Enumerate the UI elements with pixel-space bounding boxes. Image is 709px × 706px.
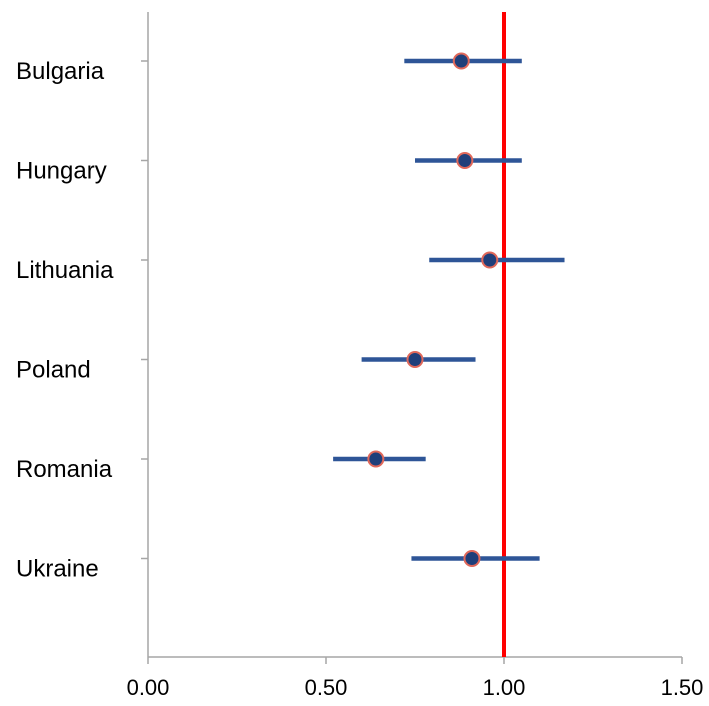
estimate-point (367, 450, 385, 468)
estimate-point (456, 152, 474, 169)
category-labels: Bulgaria Hungary Lithuania Poland Romania Ukr… (16, 58, 114, 583)
category-label: Romania (16, 456, 113, 483)
category-label: Bulgaria (16, 58, 105, 85)
x-tick-label: 0.00 (127, 675, 170, 700)
estimate-point (481, 251, 499, 269)
x-tick-label: 0.50 (305, 675, 348, 700)
x-tick-labels: 0.00 0.50 1.00 1.50 (127, 675, 704, 700)
estimate-point (452, 52, 470, 70)
category-label: Hungary (16, 158, 107, 185)
axes (141, 12, 683, 664)
category-label: Poland (16, 357, 91, 384)
data-marks (333, 52, 565, 567)
x-tick-label: 1.00 (483, 675, 526, 700)
x-tick-label: 1.50 (661, 675, 704, 700)
estimate-point (406, 351, 424, 368)
estimate-point (463, 550, 481, 567)
category-label: Lithuania (16, 257, 114, 284)
category-label: Ukraine (16, 556, 99, 583)
